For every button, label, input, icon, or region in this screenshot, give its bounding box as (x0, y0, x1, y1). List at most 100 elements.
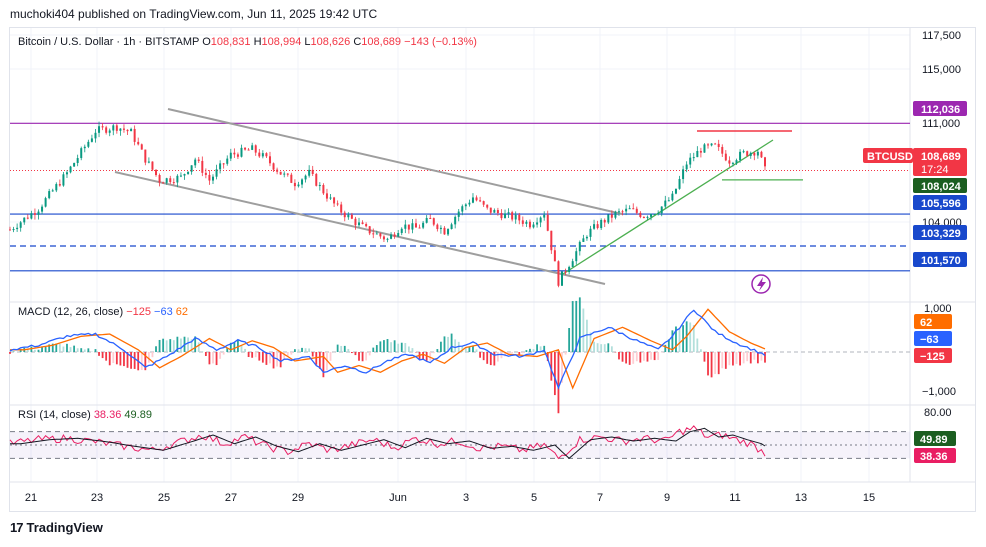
macd-hist-bar (440, 341, 442, 352)
candle-body (753, 152, 756, 156)
macd-hist-bar (301, 347, 303, 352)
rsi-legend-ma: 49.89 (124, 409, 152, 421)
macd-hist-bar (724, 352, 727, 369)
macd-hist-bar (212, 352, 214, 364)
macd-hist-bar (753, 352, 756, 360)
tradingview-brand[interactable]: 17 TradingView (10, 520, 103, 535)
rsi-value-tag-label: 38.36 (920, 451, 948, 463)
macd-hist-bar (343, 345, 346, 352)
price-level-tag-label: 112,036 (921, 104, 960, 116)
candle-body (108, 130, 111, 133)
candle-body (87, 141, 90, 147)
macd-hist-bar (187, 337, 189, 352)
macd-hist-bar (350, 352, 353, 354)
candle-body (639, 212, 642, 218)
price-level-tag (913, 101, 967, 116)
candle-body (461, 206, 464, 212)
macd-hist-bar (689, 322, 692, 352)
candle-body (664, 200, 667, 207)
candle-body (322, 185, 325, 194)
macd-value-tag (914, 331, 952, 346)
macd-hist-bar (596, 343, 599, 352)
macd-hist-bar (646, 352, 649, 362)
candle-body (308, 169, 311, 176)
candle-body (550, 230, 553, 251)
candle-body (603, 219, 606, 223)
macd-hist-bar (756, 352, 759, 364)
macd-hist-bar (368, 352, 371, 356)
macd-hist-bar (340, 345, 343, 352)
macd-hist-bar (80, 348, 83, 352)
candle-body (33, 213, 36, 215)
candle-body (23, 217, 26, 223)
legend-high-label: H (254, 36, 262, 48)
macd-hist-bar (536, 344, 538, 352)
candle-body (735, 160, 738, 163)
legend-close-label: C (353, 36, 361, 48)
candle-body (657, 213, 660, 215)
macd-legend-title: MACD (12, 26, close) (18, 306, 126, 318)
macd-hist-bar (746, 352, 749, 362)
candle-body (183, 173, 186, 176)
macd-hist-bar (760, 352, 763, 361)
candle-body (162, 182, 165, 184)
candle-body (244, 147, 247, 150)
candle-body (404, 224, 407, 229)
macd-legend: MACD (12, 26, close) −125 −63 62 (18, 306, 188, 318)
macd-hist-bar (735, 352, 738, 364)
macd-hist-bar (429, 352, 432, 361)
macd-hist-bar (436, 349, 439, 352)
legend-change: −143 (−0.13%) (404, 36, 477, 48)
candle-body (582, 238, 585, 242)
candle-body (746, 151, 749, 156)
candle-body (475, 197, 478, 201)
macd-hist-bar (450, 333, 453, 352)
candle-body (710, 143, 713, 146)
candle-body (617, 211, 620, 213)
candle-body (674, 188, 677, 194)
macd-hist-bar (721, 352, 724, 369)
legend-low: 108,626 (311, 36, 354, 48)
candle-body (48, 191, 51, 199)
price-level-tag (913, 195, 967, 210)
macd-tick-label: −1,000 (922, 386, 956, 398)
candle-body (489, 207, 492, 213)
candle-body (26, 217, 29, 219)
macd-hist-bar (650, 352, 652, 360)
macd-hist-bar (610, 346, 613, 352)
time-axis-label: 13 (795, 492, 807, 504)
candle-body (165, 178, 168, 183)
macd-hist-bar (372, 347, 375, 352)
candle-body (329, 197, 332, 199)
chart-frame (9, 27, 976, 512)
candle-body (179, 175, 182, 177)
candle-body (55, 184, 58, 191)
macd-hist-bar (55, 343, 58, 352)
macd-hist-bar (443, 336, 446, 352)
macd-hist-bar (9, 352, 11, 354)
macd-hist-bar (229, 342, 232, 352)
macd-hist-bar (258, 352, 261, 361)
macd-hist-bar (699, 349, 702, 352)
candle-body (101, 126, 104, 128)
macd-hist-bar (664, 344, 667, 352)
macd-hist-bar (358, 352, 360, 361)
candle-body (393, 234, 396, 237)
macd-hist-bar (69, 347, 72, 352)
candle-body (454, 216, 457, 225)
candle-body (439, 227, 442, 230)
price-level-tag-countdown: 17:24 (921, 164, 949, 176)
candle-body (457, 211, 460, 217)
candle-body (368, 226, 371, 234)
candle-body (37, 211, 40, 215)
candle-body (707, 144, 710, 146)
macd-hist-bar (728, 352, 731, 366)
macd-hist-bar (108, 352, 111, 366)
candle-body (158, 175, 161, 183)
macd-hist-bar (635, 352, 638, 362)
candle-body (717, 143, 720, 147)
candle-body (94, 132, 97, 139)
candle-body (678, 179, 681, 189)
macd-hist-bar (329, 352, 332, 361)
